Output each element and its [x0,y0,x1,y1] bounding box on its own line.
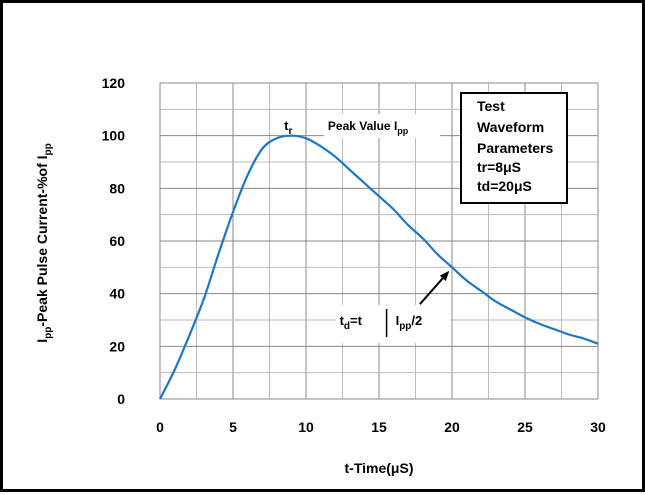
y-tick-label: 40 [109,286,125,302]
waveform-curve [159,134,599,400]
y-tick-label: 120 [102,75,126,91]
peak-label-background [323,114,440,139]
legend-line-4: tr=8μS [477,159,521,175]
td-ipp-annotation: Ipp/2 [396,313,423,332]
legend-line-5: td=20μS [477,178,532,194]
legend-box [460,92,568,204]
y-tick-labels: 0 20 40 60 80 100 120 [102,75,126,407]
x-axis-title: t-Time(μS) [345,460,414,476]
y-tick-label: 20 [109,338,125,354]
y-tick-label: 0 [117,391,125,407]
x-tick-label: 10 [298,419,314,435]
peak-value-annotation: Peak Value Ipp [328,119,409,136]
td-label-background [335,305,450,343]
legend-line-1: Test [477,98,505,114]
x-tick-label: 15 [371,419,387,435]
x-tick-label: 25 [517,419,533,435]
legend-line-3: Parameters [477,140,553,156]
x-tick-labels: 0 5 10 15 20 25 30 [156,419,606,435]
y-tick-label: 60 [109,233,125,249]
y-tick-label: 100 [102,128,126,144]
td-annotation: td=t [340,313,363,332]
arrow-icon [419,270,450,305]
tr-annotation: tr [284,118,292,137]
y-axis-title: Ipp-Peak Pulse Current-%of Ipp [34,143,54,342]
x-tick-label: 0 [156,419,164,435]
x-tick-label: 20 [444,419,460,435]
x-tick-label: 30 [590,419,606,435]
chart-canvas: 0 5 10 15 20 25 30 0 20 40 60 80 100 120 tr Peak Val… [34,75,606,476]
legend-line-2: Waveform [477,119,544,135]
y-tick-label: 80 [109,180,125,196]
x-tick-label: 5 [229,419,237,435]
